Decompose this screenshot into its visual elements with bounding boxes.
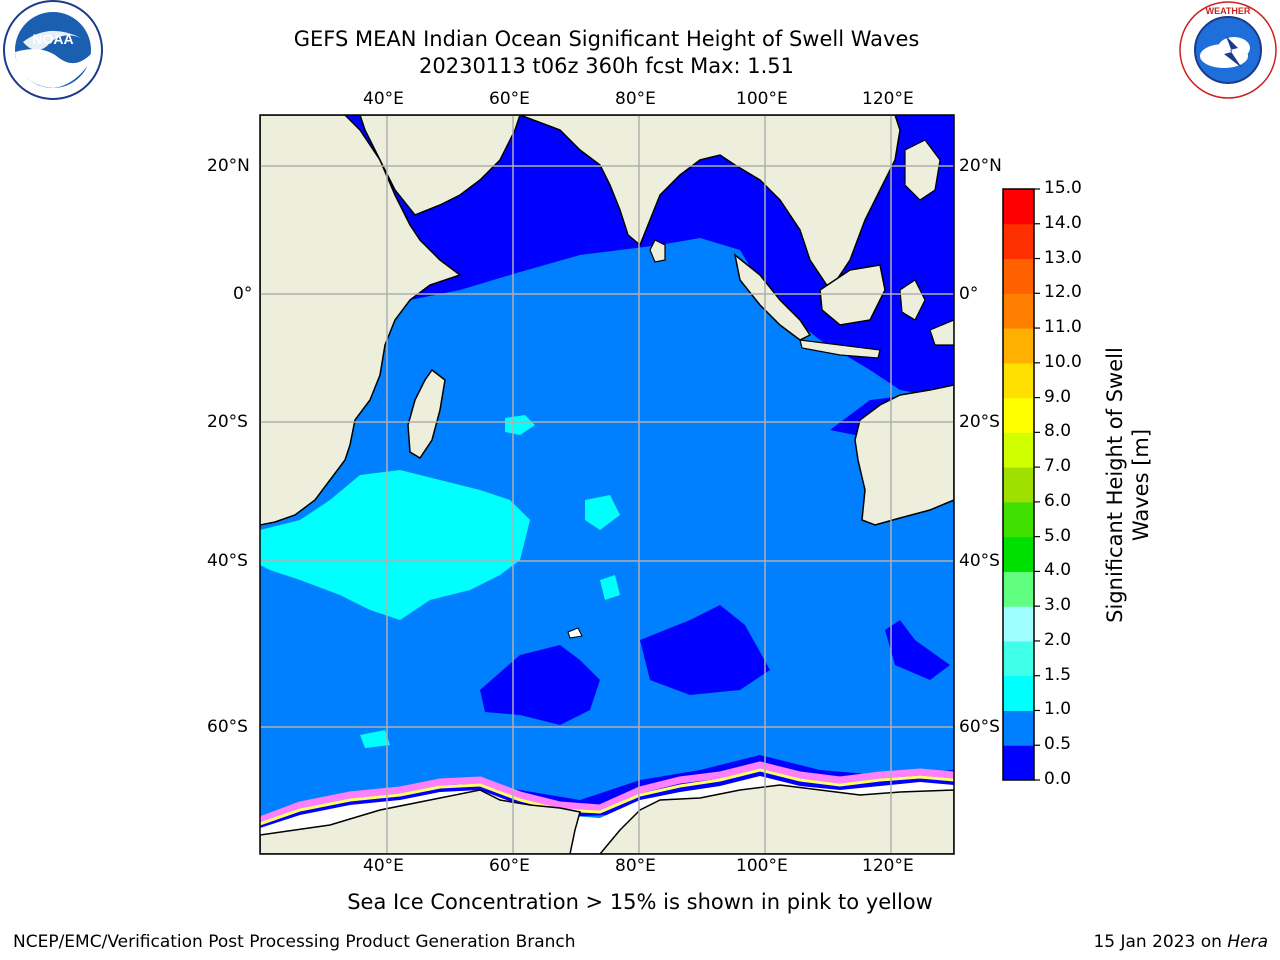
- svg-text:WEATHER: WEATHER: [1206, 6, 1251, 16]
- swell-patch: [600, 575, 620, 600]
- colorbar-segment: [1003, 223, 1034, 260]
- colorbar-frame: [1002, 188, 1035, 781]
- footer-host: Hera: [1227, 932, 1268, 952]
- low-swell-patch: [480, 645, 600, 725]
- colorbar-tick-label: 2.0: [1044, 629, 1072, 650]
- colorbar-segment: [1003, 571, 1034, 607]
- colorbar-segment: [1003, 293, 1034, 329]
- colorbar-segment: [1003, 397, 1034, 433]
- colorbar-tick-label: 9.0: [1044, 386, 1072, 407]
- colorbar-tick-label: 5.0: [1044, 525, 1072, 546]
- indian-subcontinent-land: [519, 115, 901, 292]
- sulawesi-land: [899, 279, 926, 321]
- noaa-logo: NOAA: [3, 0, 103, 100]
- colorbar-tick-label: 0.0: [1044, 769, 1072, 789]
- colorbar-tick-label: 1.0: [1044, 699, 1072, 720]
- lat-tick-left: 0°: [233, 284, 253, 304]
- lat-tick-left: 20°S: [207, 412, 248, 432]
- maritime-southeast-asia-land: [904, 139, 941, 201]
- java-land: [799, 339, 881, 359]
- colorbar-tick-label: 6.0: [1044, 490, 1072, 511]
- map-frame: [259, 114, 955, 855]
- sumatra-land: [733, 253, 812, 341]
- colorbar-tick-label: 0.5: [1044, 734, 1072, 755]
- colorbar-segment: [1003, 258, 1034, 294]
- lon-tick-bottom: 120°E: [862, 856, 914, 876]
- colorbar-tick-label: 1.5: [1044, 664, 1072, 685]
- lon-tick-bottom: 100°E: [736, 856, 788, 876]
- lon-tick-top: 80°E: [615, 89, 656, 109]
- colorbar-segment: [1003, 501, 1034, 538]
- colorbar: [1003, 188, 1040, 781]
- footer-credit: NCEP/EMC/Verification Post Processing Pr…: [13, 932, 576, 952]
- lat-tick-left: 60°S: [207, 717, 248, 737]
- svg-text:NOAA: NOAA: [32, 31, 73, 47]
- low-swell-patch: [885, 620, 950, 680]
- colorbar-segment: [1003, 606, 1034, 642]
- colorbar-tick-label: 8.0: [1044, 421, 1072, 442]
- colorbar-segment: [1003, 432, 1034, 468]
- colorbar-segment: [1003, 710, 1034, 746]
- lon-tick-bottom: 80°E: [615, 856, 656, 876]
- swell-patch: [585, 495, 620, 530]
- low-swell-patch: [640, 605, 770, 695]
- colorbar-tick-label: 3.0: [1044, 595, 1072, 616]
- australia-land: [854, 384, 954, 526]
- borneo-land: [819, 264, 886, 326]
- lon-tick-bottom: 40°E: [363, 856, 404, 876]
- colorbar-tick-label: 12.0: [1044, 282, 1082, 303]
- colorbar-tick-label: 15.0: [1044, 178, 1082, 198]
- lat-tick-right: 0°: [959, 284, 979, 304]
- lat-tick-right: 20°S: [959, 412, 1000, 432]
- footer-date: 15 Jan 2023 on Hera: [1093, 932, 1268, 952]
- gridlines: [260, 115, 954, 854]
- colorbar-segment: [1003, 536, 1034, 572]
- sea-ice-edge: [260, 761, 954, 824]
- lon-tick-top: 40°E: [363, 89, 404, 109]
- map-title: GEFS MEAN Indian Ocean Significant Heigh…: [293, 27, 920, 51]
- lat-tick-right: 40°S: [959, 551, 1000, 571]
- colorbar-tick-label: 4.0: [1044, 560, 1072, 581]
- colorbar-tick-label: 7.0: [1044, 456, 1072, 477]
- kerguelen-island: [567, 627, 583, 639]
- sri-lanka-land: [649, 239, 666, 263]
- map-area: [260, 115, 954, 854]
- footer-date-text: 15 Jan 2023 on: [1093, 932, 1228, 952]
- colorbar-tick-label: 10.0: [1044, 351, 1082, 372]
- lat-tick-right: 20°N: [959, 156, 1002, 176]
- colorbar-label: Significant Height of Swell Waves [m]: [1103, 347, 1153, 623]
- swell-region-southwest: [260, 470, 530, 620]
- lon-tick-bottom: 60°E: [489, 856, 530, 876]
- lon-tick-top: 100°E: [736, 89, 788, 109]
- colorbar-segment: [1003, 640, 1034, 677]
- lon-tick-top: 60°E: [489, 89, 530, 109]
- colorbar-segment: [1003, 189, 1034, 225]
- colorbar-segment: [1003, 362, 1034, 399]
- colorbar-segment: [1003, 467, 1034, 503]
- colorbar-segment: [1003, 675, 1034, 711]
- colorbar-segment: [1003, 328, 1034, 364]
- lat-tick-left: 20°N: [207, 156, 250, 176]
- arabian-peninsula-land: [359, 115, 521, 216]
- lon-tick-top: 120°E: [862, 89, 914, 109]
- new-guinea-land: [929, 319, 954, 346]
- nws-logo: WEATHER: [1179, 1, 1277, 99]
- madagascar-land: [407, 368, 446, 460]
- swell-patch: [360, 730, 390, 748]
- map-subtitle: 20230113 t06z 360h fcst Max: 1.51: [419, 54, 794, 78]
- lat-tick-right: 60°S: [959, 717, 1000, 737]
- colorbar-tick-label: 13.0: [1044, 247, 1082, 268]
- lat-tick-left: 40°S: [207, 551, 248, 571]
- colorbar-tick-label: 11.0: [1044, 317, 1082, 338]
- colorbar-tick-label: 14.0: [1044, 212, 1082, 233]
- sea-ice-caption: Sea Ice Concentration > 15% is shown in …: [347, 890, 933, 914]
- colorbar-segment: [1003, 745, 1034, 781]
- antarctica-land: [260, 784, 954, 854]
- sea-ice-edge-yellow: [260, 768, 954, 826]
